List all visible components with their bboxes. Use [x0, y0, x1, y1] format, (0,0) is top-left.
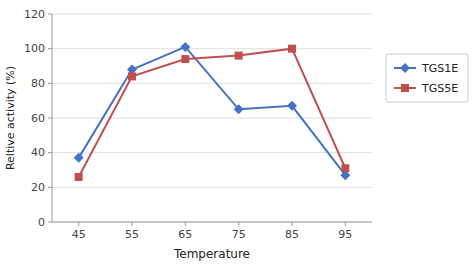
- y-tick-label: 120: [24, 8, 45, 21]
- legend-label: TGS5E: [421, 82, 458, 95]
- grid-line: [52, 48, 372, 49]
- data-point: [288, 45, 296, 53]
- legend-marker: [400, 63, 410, 73]
- axes: 0 20 40 60 80 100 120 45 55 65 75 85 95 Temperature Re…: [4, 8, 372, 262]
- legend-marker: [401, 84, 409, 92]
- x-tick: [132, 222, 133, 226]
- y-tick-label: 20: [31, 181, 45, 194]
- y-tick-label: 80: [31, 77, 45, 90]
- data-point: [341, 164, 349, 172]
- data-point: [234, 104, 244, 114]
- x-tick-label: 45: [72, 228, 86, 241]
- grid-line: [52, 222, 372, 223]
- series-line: [79, 47, 346, 175]
- x-tick-label: 55: [125, 228, 139, 241]
- legend: TGS1E TGS5E: [386, 54, 468, 102]
- y-tick: [48, 152, 52, 153]
- grid-line: [52, 83, 372, 84]
- grid-line: [52, 14, 372, 15]
- x-tick-label: 65: [178, 228, 192, 241]
- chart: 0 20 40 60 80 100 120 45 55 65 75 85 95 Temperature Re…: [0, 0, 474, 268]
- y-tick: [48, 118, 52, 119]
- x-tick-label: 75: [232, 228, 246, 241]
- y-axis: [52, 14, 53, 222]
- x-tick: [238, 222, 239, 226]
- legend-label: TGS1E: [421, 62, 458, 75]
- y-axis-label: Reltive activity (%): [4, 66, 17, 170]
- legend-box: [386, 54, 468, 102]
- series-line: [79, 49, 346, 177]
- data-point: [235, 52, 243, 60]
- y-tick: [48, 48, 52, 49]
- y-tick-label: 40: [31, 146, 45, 159]
- grid-line: [52, 187, 372, 188]
- chart-container: 0 20 40 60 80 100 120 45 55 65 75 85 95 Temperature Re…: [0, 0, 474, 268]
- x-tick-label: 85: [285, 228, 299, 241]
- x-axis: [52, 222, 372, 223]
- y-tick-label: 0: [38, 216, 45, 229]
- data-point: [128, 72, 136, 80]
- plot-area: [74, 42, 351, 181]
- x-tick: [78, 222, 79, 226]
- x-tick: [185, 222, 186, 226]
- x-tick: [345, 222, 346, 226]
- x-tick-label: 95: [338, 228, 352, 241]
- data-point: [181, 55, 189, 63]
- y-tick: [48, 187, 52, 188]
- data-point: [75, 173, 83, 181]
- data-point: [180, 42, 190, 52]
- y-tick: [48, 222, 52, 223]
- x-tick: [292, 222, 293, 226]
- x-axis-label: Temperature: [173, 247, 250, 261]
- y-tick-label: 60: [31, 112, 45, 125]
- y-tick: [48, 83, 52, 84]
- y-tick-label: 100: [24, 42, 45, 55]
- data-point: [287, 101, 297, 111]
- data-point: [74, 153, 84, 163]
- grid-line: [52, 152, 372, 153]
- y-tick: [48, 14, 52, 15]
